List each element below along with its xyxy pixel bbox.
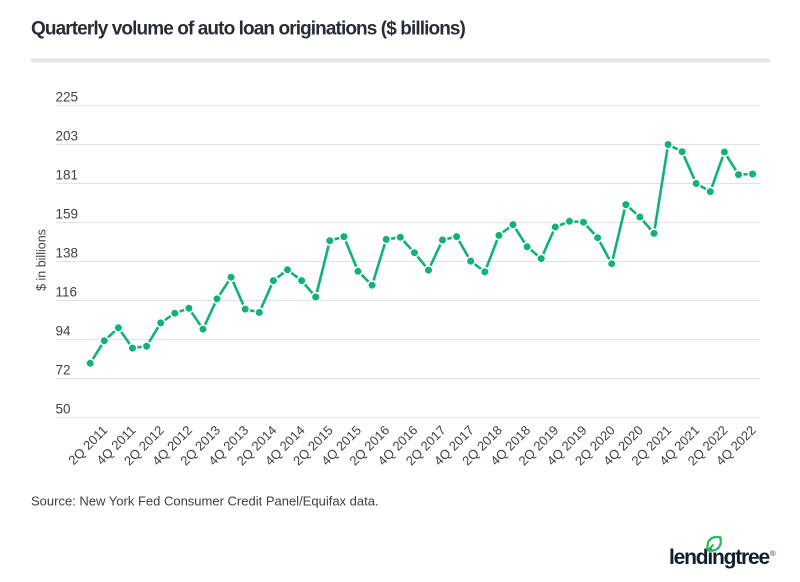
svg-text:72: 72 xyxy=(56,363,71,378)
svg-text:225: 225 xyxy=(56,90,79,105)
svg-text:50: 50 xyxy=(56,402,71,417)
svg-text:94: 94 xyxy=(56,324,72,339)
svg-text:181: 181 xyxy=(56,168,79,183)
svg-text:$ in billions: $ in billions xyxy=(35,229,49,291)
svg-text:lendingtree: lendingtree xyxy=(669,546,770,569)
svg-text:Source: New York Fed Consumer: Source: New York Fed Consumer Credit Pan… xyxy=(31,494,379,509)
svg-text:138: 138 xyxy=(56,246,79,261)
svg-text:159: 159 xyxy=(56,207,79,222)
svg-text:203: 203 xyxy=(56,129,79,144)
svg-text:®: ® xyxy=(770,549,776,558)
svg-text:Quarterly volume of auto loan: Quarterly volume of auto loan originatio… xyxy=(31,19,466,40)
svg-text:116: 116 xyxy=(56,285,78,300)
